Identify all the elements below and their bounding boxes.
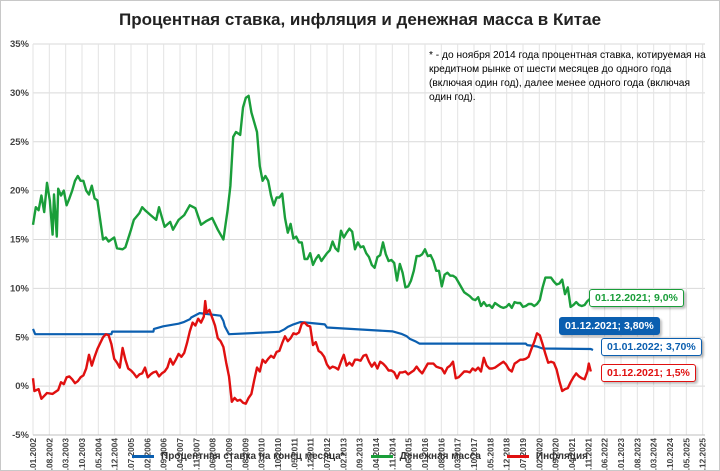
annotation-money-supply: 01.12.2021; 9,0%: [589, 289, 684, 307]
x-tick-label: 01.09.2006: [159, 438, 169, 470]
x-tick-label: 01.06.2015: [404, 438, 414, 470]
annotation-inflation: 01.12.2021; 1,5%: [601, 364, 696, 382]
x-tick-label: 01.03.2017: [453, 438, 463, 470]
chart-note: * - до ноября 2014 года процентная ставк…: [429, 50, 706, 103]
x-tick-label: 01.05.2011: [289, 438, 299, 470]
legend-swatch-money: [370, 455, 393, 458]
series-inflation-line: [31, 299, 592, 405]
y-axis-ticks: -5% 0% 5% 10% 15% 20% 25% 30% 35%: [10, 39, 30, 441]
y-tick-label: 10%: [10, 283, 30, 294]
x-tick-label: 01.01.2002: [28, 438, 38, 470]
x-tick-label: 01.03.2010: [257, 438, 267, 470]
chart-title: Процентная ставка, инфляция и денежная м…: [118, 10, 602, 29]
x-tick-label: 01.08.2002: [44, 438, 54, 470]
series-rate-line: [31, 312, 594, 352]
x-tick-label: 01.07.2012: [322, 438, 332, 470]
x-tick-label: 01.11.2007: [191, 438, 201, 470]
y-tick-label: 25%: [10, 137, 30, 148]
legend-swatch-inflation: [506, 455, 529, 458]
x-tick-label: 01.04.2014: [371, 438, 381, 470]
legend-label-rate: Процентная ставка на конец месяца*: [161, 451, 345, 462]
legend-item-money: Денежная масса: [370, 451, 481, 462]
y-tick-label: 5%: [15, 332, 29, 343]
x-tick-label: 01.08.2016: [436, 438, 446, 470]
y-tick-label: 30%: [10, 88, 30, 99]
legend-label-money: Денежная масса: [399, 451, 481, 462]
x-tick-label: 01.12.2018: [502, 438, 512, 470]
x-tick-label: 01.03.2024: [649, 438, 659, 470]
x-tick-label: 01.08.2009: [240, 438, 250, 470]
x-tick-label: 01.09.2020: [551, 438, 561, 470]
x-tick-label: 01.10.2024: [665, 438, 675, 470]
x-axis-ticks: 01.01.2002 01.08.2002 01.03.2003 01.10.2003…: [28, 438, 708, 470]
x-tick-label: 01.05.2025: [681, 438, 691, 470]
x-tick-label: 01.03.2003: [61, 438, 71, 470]
x-tick-label: 01.09.2013: [355, 438, 365, 470]
x-tick-label: 01.12.2004: [110, 438, 120, 470]
x-tick-label: 01.05.2004: [93, 438, 103, 470]
legend-label-inflation: Инфляция: [535, 451, 588, 462]
x-tick-label: 01.10.2010: [273, 438, 283, 470]
y-tick-label: 20%: [10, 186, 30, 197]
x-tick-label: 01.11.2014: [387, 438, 397, 470]
legend-item-rate: Процентная ставка на конец месяца*: [132, 451, 345, 462]
x-tick-label: 01.11.2021: [583, 438, 593, 470]
y-tick-label: 35%: [10, 39, 30, 50]
series-money-supply-line: [31, 94, 592, 310]
x-tick-label: 01.04.2007: [175, 438, 185, 470]
x-tick-label: 01.01.2023: [616, 438, 626, 470]
x-tick-label: 01.06.2022: [600, 438, 610, 470]
grid-lines: [32, 43, 705, 436]
annotation-rate-jan-2022: 01.01.2022; 3,70%: [601, 338, 702, 356]
series-lines: [31, 94, 594, 405]
x-tick-label: 01.05.2018: [485, 438, 495, 470]
x-tick-label: 01.02.2013: [338, 438, 348, 470]
legend-item-inflation: Инфляция: [506, 451, 588, 462]
y-tick-label: 15%: [10, 235, 30, 246]
x-tick-label: 01.04.2021: [567, 438, 577, 470]
x-tick-label: 01.12.2011: [306, 438, 316, 470]
y-tick-label: -5%: [12, 430, 29, 441]
x-tick-label: 01.01.2016: [420, 438, 430, 470]
legend: Процентная ставка на конец месяца* Денеж…: [1, 451, 719, 462]
legend-swatch-rate: [132, 455, 155, 458]
x-tick-label: 01.10.2003: [77, 438, 87, 470]
y-tick-label: 0%: [15, 381, 29, 392]
x-tick-label: 01.07.2019: [518, 438, 528, 470]
x-tick-label: 01.10.2017: [469, 438, 479, 470]
x-tick-label: 01.06.2008: [208, 438, 218, 470]
annotation-rate-dec-2021: 01.12.2021; 3,80%: [559, 317, 660, 335]
x-tick-label: 01.01.2009: [224, 438, 234, 470]
x-tick-label: 01.08.2023: [632, 438, 642, 470]
x-tick-label: 01.02.2020: [534, 438, 544, 470]
x-tick-label: 01.12.2025: [698, 438, 708, 470]
x-tick-label: 01.07.2005: [126, 438, 136, 470]
x-tick-label: 01.02.2006: [142, 438, 152, 470]
